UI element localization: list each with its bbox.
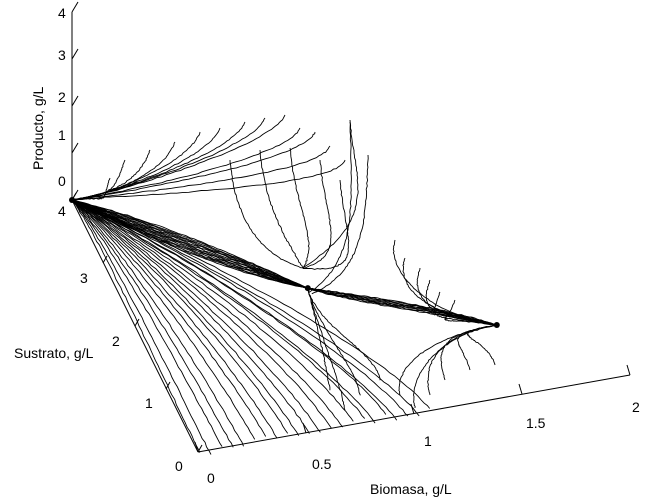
y-tick-mark	[134, 318, 140, 327]
trajectory-line	[259, 149, 303, 268]
trajectory-line	[416, 267, 497, 326]
trajectory-line	[71, 199, 321, 433]
trajectory-line	[71, 159, 346, 201]
trajectory-line	[71, 199, 234, 448]
trajectory-line	[71, 199, 289, 434]
trajectory-line	[72, 114, 286, 201]
y-tick-labels: 0 1 2 3 4	[58, 203, 183, 474]
trajectory-line	[307, 288, 361, 396]
trajectory-line	[71, 131, 316, 201]
trajectory-line	[427, 324, 498, 396]
trajectory-line	[71, 199, 376, 424]
y-tick-label: 0	[175, 458, 183, 474]
x-tick-label: 1	[424, 433, 432, 449]
trajectory-line	[307, 287, 331, 391]
trajectory-line	[71, 121, 246, 201]
y-tick-label: 3	[80, 270, 88, 286]
trajectory-line	[71, 199, 309, 289]
trajectory-line	[71, 199, 267, 437]
critical-point	[69, 197, 75, 203]
z-tick-label: 2	[58, 89, 66, 105]
trajectory-line	[71, 199, 354, 422]
trajectory-line	[71, 199, 223, 447]
x-tick-labels: 0 0.5 1 1.5 2	[207, 399, 640, 486]
trajectory-line	[71, 199, 332, 429]
trajectory-line	[433, 291, 497, 326]
trajectory-line	[71, 199, 309, 289]
trajectory-line	[229, 159, 303, 269]
y-tick-mark	[102, 255, 108, 264]
z-tick-label: 4	[58, 5, 66, 21]
trajectory-line	[71, 199, 212, 455]
trajectory-line	[302, 121, 359, 269]
critical-points	[69, 197, 500, 329]
trajectory-line	[71, 199, 244, 447]
y-tick-label: 4	[58, 203, 66, 219]
x-tick-label: 0.5	[312, 456, 332, 472]
trajectory-line	[444, 299, 497, 326]
trajectory-line	[466, 324, 497, 366]
trajectory-line	[289, 147, 310, 269]
trajectory-line	[71, 199, 309, 289]
trajectory-line	[71, 199, 278, 439]
trajectory-line	[71, 199, 300, 436]
z-tick-label: 0	[58, 173, 66, 189]
x-tick-mark	[626, 364, 631, 376]
z-tick-mark	[71, 48, 79, 60]
trajectory-line	[71, 199, 256, 440]
trajectory-line	[71, 145, 331, 201]
x-tick-mark	[518, 383, 523, 395]
critical-point	[493, 322, 500, 329]
trajectory-line	[71, 199, 409, 417]
z-tick-mark	[71, 1, 79, 13]
z-tick-label: 1	[58, 127, 66, 143]
trajectory-line	[302, 159, 332, 269]
trajectory-line	[71, 199, 308, 289]
trajectory-line	[71, 199, 420, 417]
trajectory-line	[311, 154, 369, 295]
z-axis-label: Producto, g/L	[30, 87, 46, 170]
x-tick-label: 1.5	[526, 415, 546, 431]
y-axis-label: Sustrato, g/L	[14, 345, 94, 361]
trajectory-line	[71, 199, 431, 409]
z-tick-mark	[71, 142, 79, 154]
trajectory-line	[307, 288, 381, 381]
z-tick-label: 3	[58, 47, 66, 63]
y-tick-label: 1	[145, 395, 153, 411]
x-axis-label: Biomasa, g/L	[370, 481, 452, 497]
trajectory-line	[71, 199, 201, 453]
trajectory-line	[398, 324, 497, 396]
trajectory-line	[71, 199, 310, 434]
trajectory-line	[309, 119, 352, 293]
trajectory-line	[307, 287, 497, 326]
trajectory-line	[456, 324, 498, 371]
trajectory-line	[71, 199, 344, 428]
trajectory-line	[71, 199, 387, 415]
critical-point	[304, 285, 311, 292]
z-tick-mark	[71, 95, 79, 107]
trajectory-line	[402, 257, 497, 326]
trajectory-line	[71, 199, 309, 290]
x-tick-label: 2	[632, 399, 640, 415]
trajectory-line	[71, 159, 126, 201]
trajectory-line	[71, 199, 398, 421]
z-tick-labels: 0 1 2 3 4	[58, 5, 66, 189]
trajectory-line	[392, 239, 498, 326]
trajectory-line	[302, 179, 350, 270]
trajectories	[71, 114, 498, 455]
trajectory-line	[425, 279, 497, 326]
x-tick-label: 0	[207, 470, 215, 486]
trajectory-line	[71, 199, 309, 289]
trajectory-line	[307, 288, 346, 411]
y-tick-label: 2	[112, 333, 120, 349]
